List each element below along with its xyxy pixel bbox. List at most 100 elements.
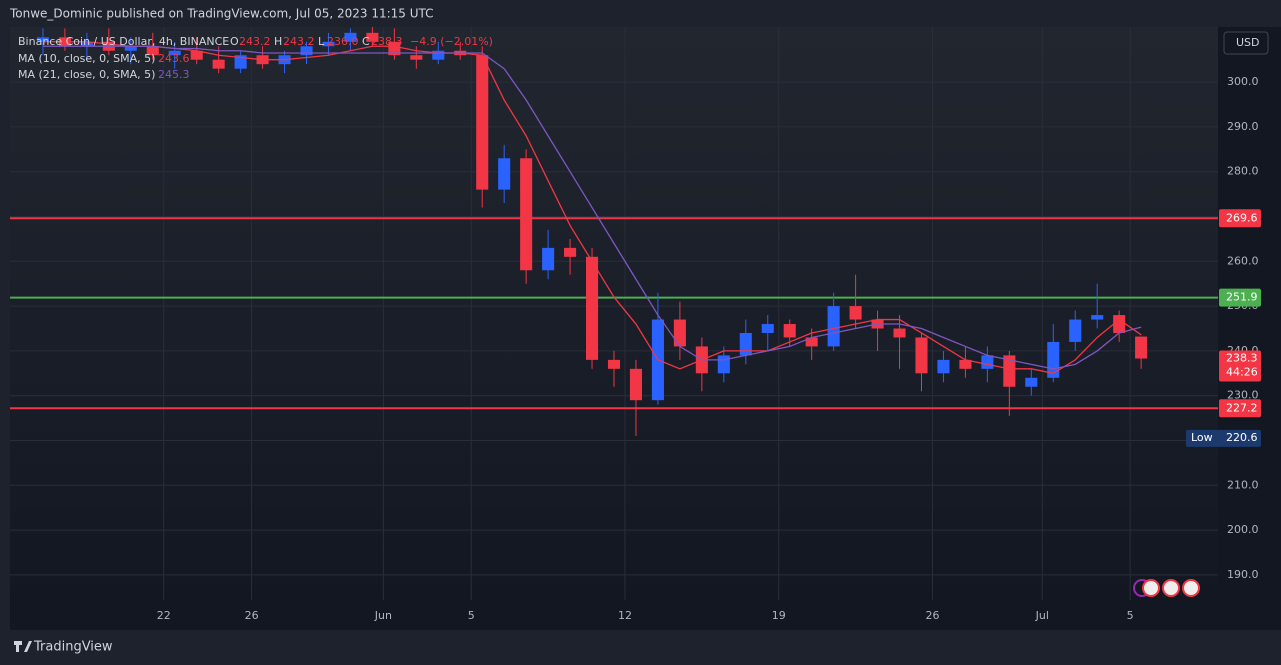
currency-button[interactable] <box>1223 31 1269 55</box>
y-tick-label: 260.0 <box>1227 254 1259 267</box>
legend-value: 243.2 <box>239 35 271 48</box>
candle-body <box>1135 336 1148 359</box>
y-tick-label: 300.0 <box>1227 75 1259 88</box>
candle-body <box>783 324 796 338</box>
candle-body <box>168 50 181 56</box>
candle-body <box>673 319 686 347</box>
candle-body <box>1069 319 1082 342</box>
candle-body <box>805 337 818 347</box>
candle-body <box>300 46 313 56</box>
legend-entry: MA (21, close, 0, SMA, 5) <box>18 68 155 81</box>
candle-body <box>432 50 445 60</box>
flag-icons <box>1133 579 1200 597</box>
legend-value: 243.6 <box>158 52 190 65</box>
low-key: Low <box>1191 431 1213 444</box>
level-label: 227.2 <box>1226 401 1258 414</box>
x-tick-label: 12 <box>618 609 632 622</box>
candle-body <box>915 337 928 374</box>
legend-change: −4.9 (−2.01%) <box>410 35 493 48</box>
candle-body <box>1003 355 1016 387</box>
plot-area <box>10 27 1218 600</box>
candle-body <box>234 55 247 69</box>
candle-body <box>542 247 555 271</box>
x-tick-label: Jul <box>1035 609 1049 622</box>
x-tick-label: 5 <box>1127 609 1134 622</box>
instrument: Binance Coin / US Dollar, 4h, BINANCE <box>18 35 229 48</box>
y-tick-label: 230.0 <box>1227 389 1259 402</box>
candle-body <box>827 306 840 347</box>
candle-body <box>981 355 994 369</box>
level-badge <box>1219 209 1261 228</box>
candle-body <box>366 32 379 42</box>
level-label: 251.9 <box>1226 291 1258 304</box>
candle-body <box>388 41 401 56</box>
x-tick-label: 26 <box>925 609 939 622</box>
candle-body <box>739 332 752 356</box>
legend-key: C <box>362 35 370 48</box>
y-tick-label: 290.0 <box>1227 120 1259 133</box>
grid <box>10 27 1218 600</box>
y-tick-label: 280.0 <box>1227 165 1259 178</box>
candle-body <box>629 368 643 401</box>
y-tick-label: 200.0 <box>1227 523 1259 536</box>
ma-line <box>42 45 1142 370</box>
candle-body <box>322 41 335 47</box>
candle-body <box>498 158 511 190</box>
candle-body <box>893 328 906 338</box>
candle-body <box>585 256 599 360</box>
price-axis <box>1218 27 1281 600</box>
candle-body <box>959 359 972 369</box>
price-badge <box>1219 350 1261 382</box>
ma-line <box>42 41 1142 374</box>
candle-body <box>212 59 225 69</box>
candle-body <box>717 355 730 374</box>
y-tick-label: 210.0 <box>1227 478 1259 491</box>
countdown: 44:26 <box>1226 366 1258 379</box>
legend-entry: MA (10, close, 0, SMA, 5) <box>18 52 155 65</box>
plot <box>10 27 1218 437</box>
last-price: 238.3 <box>1226 352 1258 365</box>
candle-body <box>476 55 489 190</box>
brand: TradingView <box>33 640 113 655</box>
x-tick-label: 19 <box>772 609 786 622</box>
candle-body <box>190 50 203 60</box>
x-tick-label: 5 <box>468 609 475 622</box>
candle-body <box>1113 315 1126 333</box>
candle-body <box>849 306 862 320</box>
low-value: 220.6 <box>1226 431 1258 444</box>
candle-body <box>761 324 774 333</box>
legend-key: O <box>230 35 239 48</box>
overlay: 190.0200.0210.0220.0230.0240.0250.0260.0… <box>18 35 1261 622</box>
y-tick-label: 190.0 <box>1227 568 1259 581</box>
candle-body <box>520 158 533 271</box>
legend-key: H <box>274 35 282 48</box>
legend-value: 243.2 <box>283 35 315 48</box>
candle-body <box>607 359 621 369</box>
candle-body <box>146 46 159 56</box>
candle-body <box>1025 377 1038 387</box>
x-tick-label: Jun <box>374 609 392 622</box>
currency[interactable]: USD <box>1236 36 1260 49</box>
logo <box>14 641 32 652</box>
candle-body <box>124 46 137 51</box>
candle-body <box>36 37 49 42</box>
x-tick-label: 26 <box>245 609 259 622</box>
level-label: 269.6 <box>1226 211 1258 224</box>
candle-body <box>564 247 577 257</box>
level-badge <box>1219 399 1261 418</box>
low-badge <box>1186 429 1261 447</box>
legend-key: L <box>318 35 325 48</box>
x-tick-label: 22 <box>157 609 171 622</box>
legend-value: 245.3 <box>158 68 190 81</box>
candle-body <box>410 55 423 60</box>
time-axis <box>10 600 1281 630</box>
level-badge <box>1219 288 1261 307</box>
legend-value: 238.3 <box>371 35 403 48</box>
candle-body <box>344 32 357 42</box>
legend-value: 236.0 <box>327 35 359 48</box>
candle-body <box>80 41 93 47</box>
candle-body <box>1091 315 1104 320</box>
publisher: Tonwe_Dominic published on TradingView.c… <box>9 7 434 21</box>
